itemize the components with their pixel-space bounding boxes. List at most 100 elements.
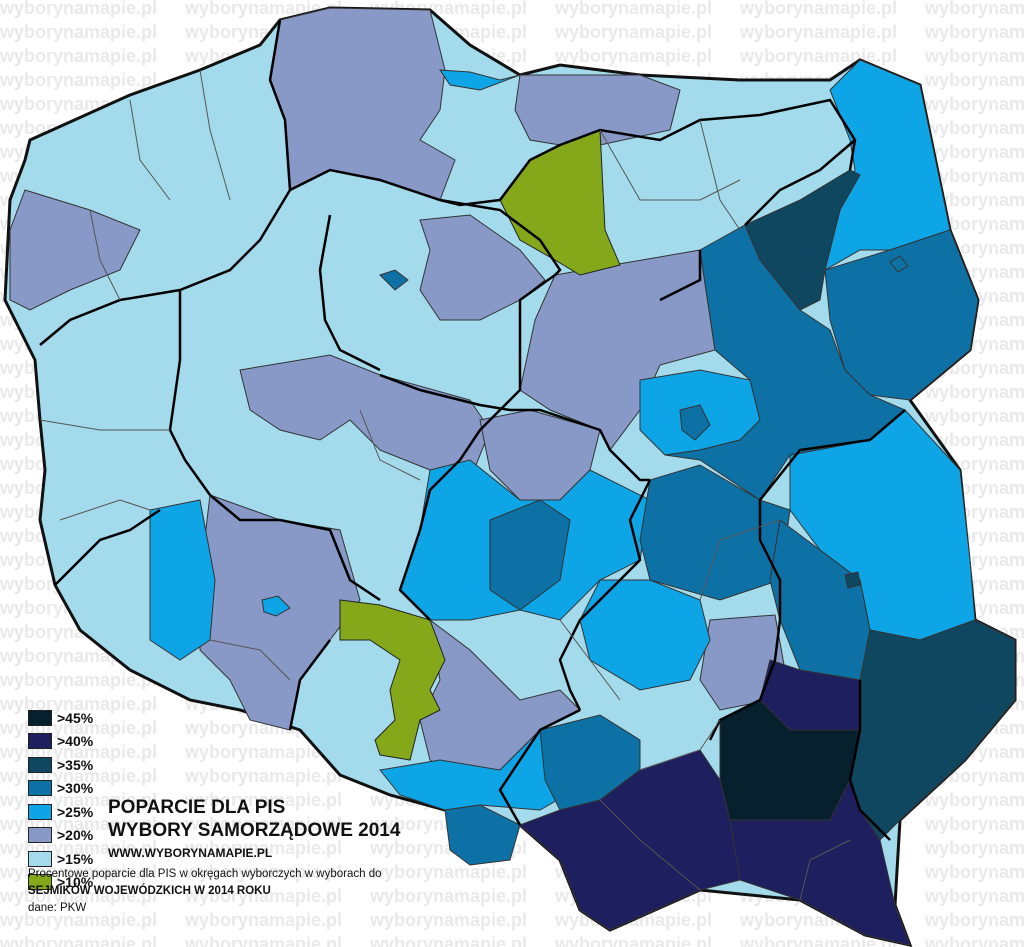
watermark-text: wyborynamapie.pl [924,190,1024,210]
watermark-text: wyborynamapie.pl [369,862,527,882]
watermark-text: wyborynamapie.pl [184,742,342,762]
legend: >45% >40% >35% >30% >25% >20% >15% >10% [28,706,93,894]
description-line2: SEJMIKÓW WOJEWÓDZKICH W 2014 ROKU [28,885,271,897]
watermark-text: wyborynamapie.pl [0,934,157,947]
watermark-text: wyborynamapie.pl [369,934,527,947]
watermark-text: wyborynamapie.pl [184,862,342,882]
watermark-text: wyborynamapie.pl [924,838,1024,858]
watermark-text: wyborynamapie.pl [0,46,157,66]
watermark-text: wyborynamapie.pl [924,862,1024,882]
watermark-text: wyborynamapie.pl [924,142,1024,162]
watermark-text: wyborynamapie.pl [924,166,1024,186]
watermark-text: wyborynamapie.pl [554,22,712,42]
watermark-text: wyborynamapie.pl [184,838,342,858]
legend-label: >35% [57,756,94,773]
map-subtitle: WYBORY SAMORZĄDOWE 2014 [108,820,401,841]
legend-item: >40% [28,730,93,754]
watermark-text: wyborynamapie.pl [369,910,527,930]
watermark-text: wyborynamapie.pl [0,694,157,714]
watermark-text: wyborynamapie.pl [924,406,1024,426]
watermark-text: wyborynamapie.pl [184,886,342,906]
legend-item: >25% [28,800,93,824]
wroclaw-city [261,595,291,617]
region-25-opole [149,499,216,661]
vistula-lagoon [439,69,521,91]
legend-label: >15% [57,850,94,867]
legend-swatch [28,874,52,891]
watermark-text: wyborynamapie.pl [924,22,1024,42]
watermark-text: wyborynamapie.pl [184,790,342,810]
watermark-text: wyborynamapie.pl [924,934,1024,947]
warsaw-city [679,404,711,441]
region-35-podkarpackie-east [849,619,1016,841]
lublin-city [844,571,861,589]
legend-swatch [28,850,52,867]
watermark-text: wyborynamapie.pl [0,910,157,930]
region-30-silesia-south [444,804,521,866]
watermark-text: wyborynamapie.pl [924,382,1024,402]
region-20-kujawy [419,214,546,321]
legend-label: >40% [57,733,94,750]
legend-swatch [28,780,52,797]
watermark-text: wyborynamapie.pl [554,0,712,18]
watermark-text: wyborynamapie.pl [924,0,1024,18]
watermark-text: wyborynamapie.pl [184,766,342,786]
district-borders [39,69,851,901]
legend-swatch [28,709,52,726]
region-30-lodz2 [489,499,571,611]
region-25-swietokrz [579,579,711,691]
watermark-text: wyborynamapie.pl [0,22,157,42]
watermark-text: wyborynamapie.pl [184,814,342,834]
watermark-text: wyborynamapie.pl [924,46,1024,66]
website-label: WWW.WYBORYNAMAPIE.PL [108,846,273,860]
watermark-text: wyborynamapie.pl [924,790,1024,810]
legend-item: >15% [28,847,93,871]
legend-swatch [28,733,52,750]
description-line1: Procentowe poparcie dla PIS w okręgach w… [28,868,382,880]
watermark-text: wyborynamapie.pl [184,910,342,930]
watermark-text: wyborynamapie.pl [924,910,1024,930]
watermark-text: wyborynamapie.pl [924,118,1024,138]
source-label: dane: PKW [28,902,87,914]
watermark-text: wyborynamapie.pl [369,886,527,906]
legend-swatch [28,803,52,820]
bialystok-city [889,255,909,273]
watermark-text: wyborynamapie.pl [739,22,897,42]
legend-swatch [28,756,52,773]
region-35-podlaskie-north [744,169,861,311]
watermark-text: wyborynamapie.pl [554,934,712,947]
region-20-north [269,7,456,201]
title-block: POPARCIE DLA PIS WYBORY SAMORZĄDOWE 2014… [108,797,400,860]
legend-item: >30% [28,777,93,801]
map-title: POPARCIE DLA PIS [108,797,286,818]
legend-swatch [28,827,52,844]
watermark-text: wyborynamapie.pl [924,814,1024,834]
legend-label: >20% [57,827,94,844]
watermark-text: wyborynamapie.pl [739,934,897,947]
watermark-text: wyborynamapie.pl [0,70,157,90]
legend-item: >20% [28,824,93,848]
watermark-text: wyborynamapie.pl [0,0,157,18]
watermark-text: wyborynamapie.pl [0,670,157,690]
description: Procentowe poparcie dla PIS w okręgach w… [28,866,381,917]
region-20-west [9,189,141,311]
watermark-text: wyborynamapie.pl [924,886,1024,906]
legend-label: >25% [57,803,94,820]
legend-label: >45% [57,709,94,726]
voivodeship-borders [39,19,906,841]
watermark-text: wyborynamapie.pl [924,430,1024,450]
watermark-text: wyborynamapie.pl [184,934,342,947]
region-10-opole [339,599,446,761]
watermark-text: wyborynamapie.pl [0,886,157,906]
watermark-text: wyborynamapie.pl [924,70,1024,90]
watermark-text: wyborynamapie.pl [739,0,897,18]
region-30-podlaskie [824,229,979,401]
legend-item: >45% [28,706,93,730]
bydgoszcz-city [379,269,409,291]
watermark-text: wyborynamapie.pl [554,46,712,66]
legend-label: >30% [57,780,94,797]
legend-item: >10% [28,871,93,895]
legend-item: >35% [28,753,93,777]
legend-label: >10% [57,874,94,891]
